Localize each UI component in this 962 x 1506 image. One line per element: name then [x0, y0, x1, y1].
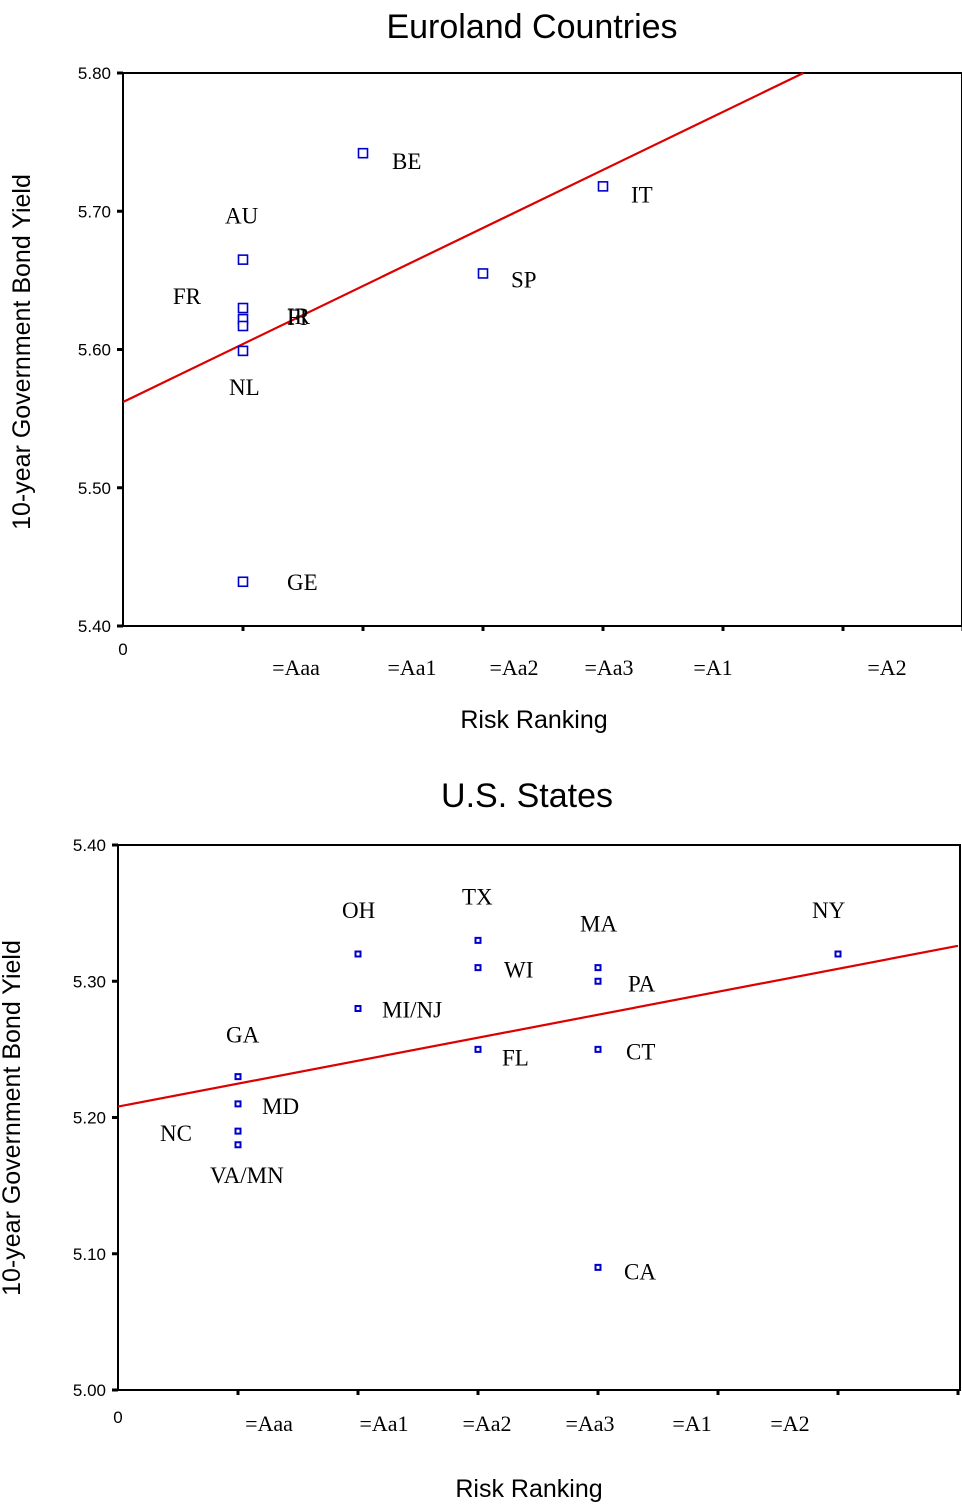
point-label: BE — [392, 149, 421, 174]
x-axis-label: Risk Ranking — [460, 706, 607, 734]
y-axis-label: 10-year Government Bond Yield — [0, 940, 26, 1296]
data-point-ma — [594, 964, 602, 972]
data-point-fr — [237, 302, 249, 314]
point-label: MA — [580, 912, 617, 937]
data-point-ga — [234, 1073, 242, 1081]
data-point-pa — [594, 977, 602, 985]
point-label: NC — [160, 1121, 192, 1146]
data-point-ca — [594, 1263, 602, 1271]
data-point-md — [234, 1100, 242, 1108]
data-point-va-mn — [234, 1141, 242, 1149]
y-tick-label: 5.20 — [73, 1109, 106, 1128]
point-label: IR — [287, 304, 311, 329]
point-label: FR — [173, 284, 202, 309]
data-point-sp — [477, 268, 489, 279]
x-category-label: =A2 — [770, 1411, 809, 1436]
y-tick-label: 5.50 — [78, 479, 111, 498]
y-axis-label: 10-year Government Bond Yield — [8, 174, 36, 530]
point-label: GA — [226, 1023, 260, 1048]
y-tick-label: 5.30 — [73, 972, 106, 991]
data-point-ge — [237, 576, 249, 588]
point-label: CT — [626, 1039, 655, 1064]
x-category-label: =Aa1 — [387, 655, 436, 680]
chart-us-states: U.S. States 10-year Government Bond Yiel… — [0, 777, 961, 1503]
data-point-nc — [234, 1127, 242, 1135]
fit-line — [122, 72, 804, 404]
chart-title: U.S. States — [441, 777, 613, 815]
x-category-label: =Aaa — [245, 1411, 293, 1436]
point-label: MD — [262, 1094, 299, 1119]
data-point-ct — [594, 1045, 602, 1053]
x-category-label: =Aa2 — [489, 655, 538, 680]
point-label: TX — [462, 884, 493, 909]
x-origin-label: 0 — [118, 640, 127, 659]
point-label: CA — [624, 1259, 656, 1284]
plot-frame — [117, 844, 961, 1391]
data-point-it — [597, 181, 609, 192]
data-point-wi — [474, 964, 482, 972]
x-category-label: =A2 — [867, 655, 906, 680]
point-label: GE — [287, 570, 318, 595]
chart-euroland: Euroland Countries 10-year Government Bo… — [8, 8, 962, 734]
point-label: VA/MN — [210, 1163, 284, 1188]
y-tick-label: 5.70 — [78, 202, 111, 221]
x-category-label: =Aa2 — [462, 1411, 511, 1436]
data-point-ir — [237, 320, 249, 332]
data-point-nl — [237, 345, 249, 357]
point-label: WI — [504, 958, 533, 983]
x-category-label: =Aa1 — [359, 1411, 408, 1436]
point-label: FI — [287, 305, 307, 330]
y-tick-label: 5.40 — [73, 836, 106, 855]
x-category-label: =Aa3 — [565, 1411, 614, 1436]
x-category-label: =A1 — [693, 655, 732, 680]
y-tick-label: 5.40 — [78, 617, 111, 636]
data-point-oh — [354, 950, 362, 958]
point-label: OH — [342, 898, 375, 923]
x-category-label: =A1 — [672, 1411, 711, 1436]
point-label: PA — [628, 971, 656, 996]
point-label: IT — [631, 182, 653, 207]
y-tick-label: 5.10 — [73, 1245, 106, 1264]
chart-title: Euroland Countries — [386, 8, 677, 46]
y-tick-label: 5.00 — [73, 1381, 106, 1400]
y-tick-label: 5.60 — [78, 341, 111, 360]
point-label: NY — [812, 898, 846, 923]
data-point-au — [237, 254, 249, 265]
data-point-mi-nj — [354, 1005, 362, 1012]
y-tick-label: 5.80 — [78, 64, 111, 83]
x-category-label: =Aaa — [272, 655, 320, 680]
point-label: NL — [229, 375, 260, 400]
x-axis-label: Risk Ranking — [455, 1475, 602, 1503]
point-label: FL — [502, 1045, 529, 1070]
fit-line — [117, 944, 959, 1108]
point-label: SP — [511, 267, 537, 292]
point-label: MI/NJ — [382, 998, 442, 1023]
data-point-be — [357, 147, 369, 159]
data-point-tx — [474, 936, 482, 944]
x-category-label: =Aa3 — [584, 655, 633, 680]
data-point-fl — [474, 1045, 482, 1053]
data-point-ny — [834, 950, 842, 958]
x-origin-label: 0 — [113, 1408, 122, 1427]
point-label: AU — [225, 204, 259, 229]
plot-frame — [122, 72, 962, 627]
